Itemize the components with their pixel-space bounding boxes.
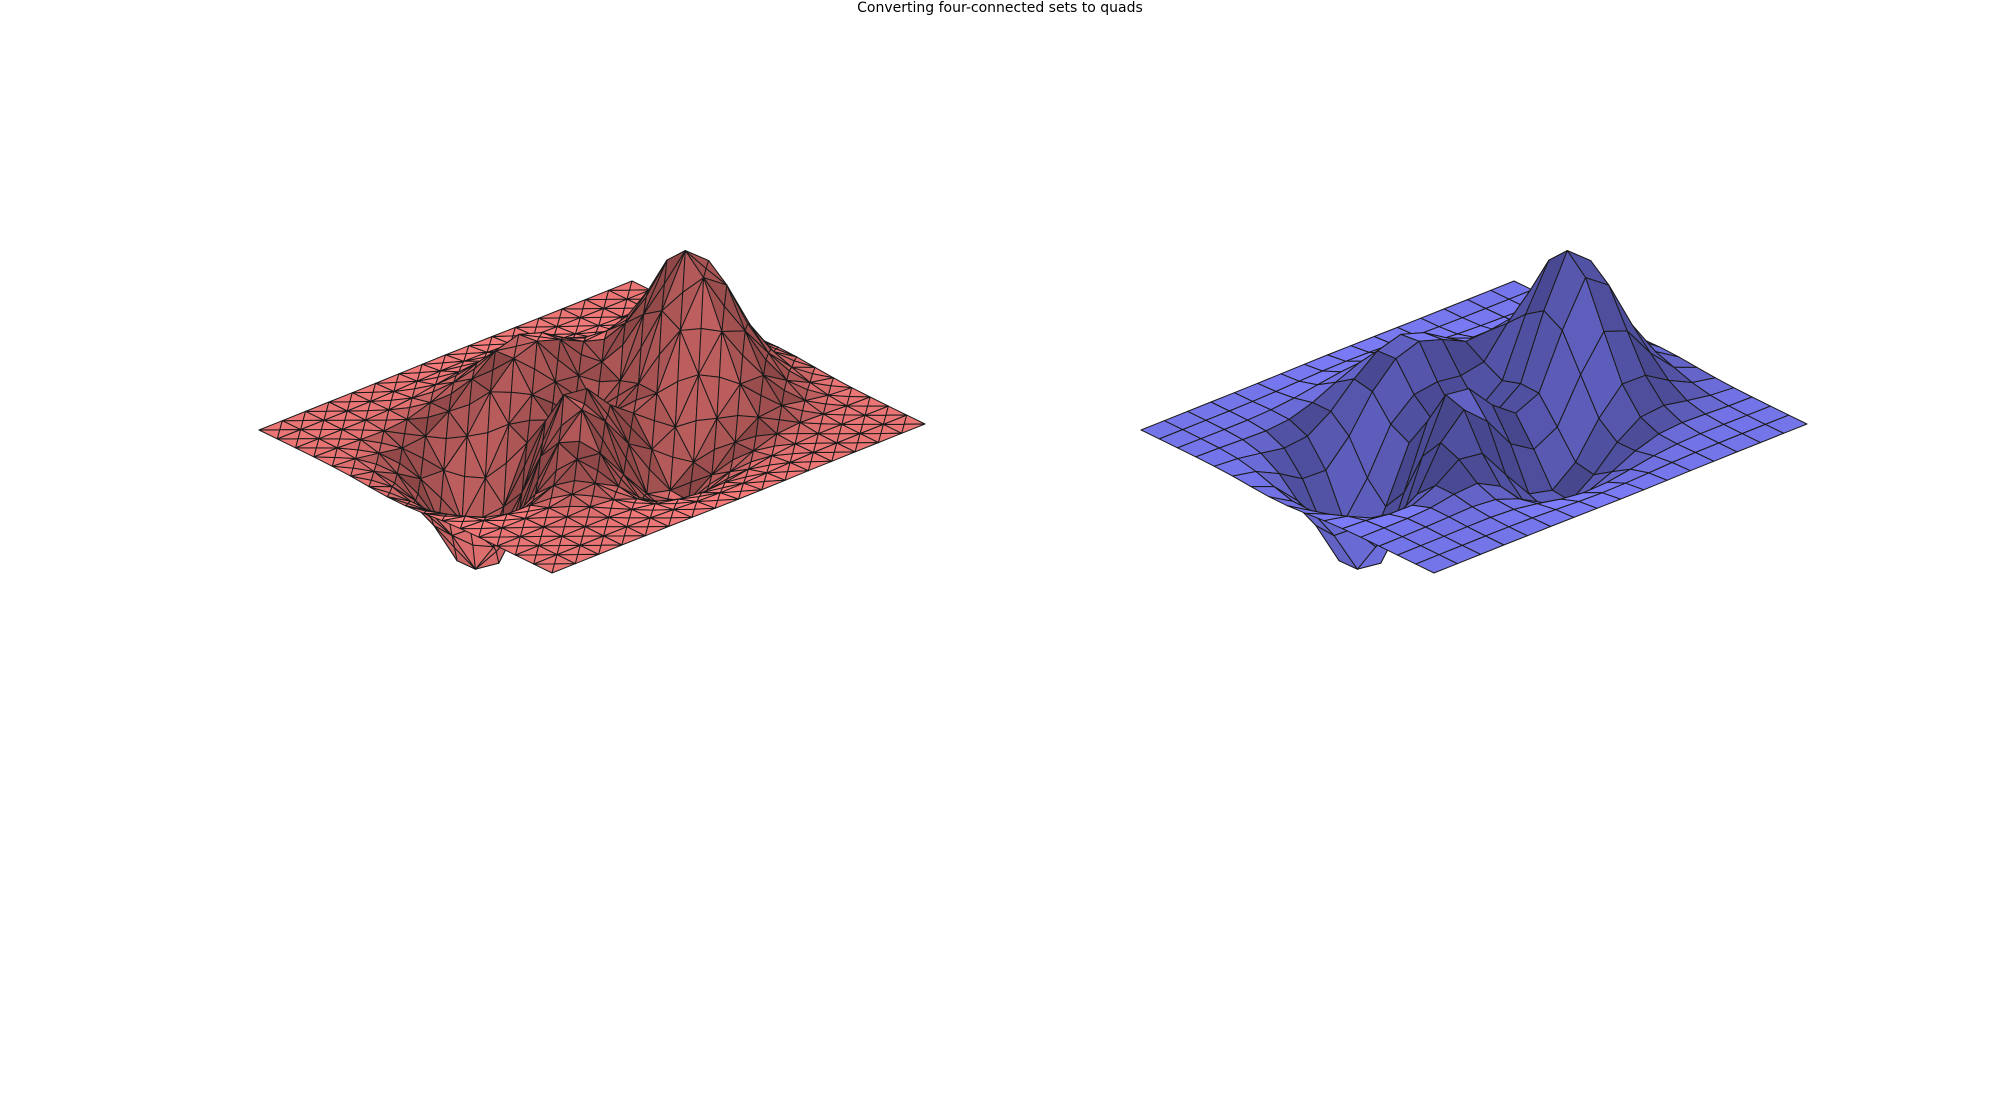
triangle-face [598,544,623,555]
triangle-face [574,553,600,565]
triangle-face [584,289,610,301]
triangle-face [831,451,856,462]
triangle-face [295,447,317,458]
triangle-face [538,308,563,319]
triangle-face [761,479,786,491]
triangle-face [305,401,330,412]
triangle-face [807,460,833,472]
triangle-face [668,516,693,527]
triangle-face [629,280,651,291]
triangle-face [885,405,908,416]
triangle-face [258,420,283,431]
triangle-face [351,382,377,394]
quad-mesh-plot [1140,250,1808,574]
quad-face [1415,554,1458,574]
triangle-face [903,414,926,425]
figure-title: Converting four-connected sets to quads [857,0,1143,16]
triangle-face [901,423,926,434]
triangle-face [313,456,336,467]
triangle-face [398,363,423,375]
triangle-face [691,507,716,518]
triangle-face [714,498,739,509]
triangle-face [877,432,903,444]
triangle-face [551,563,576,574]
triangle-face [608,280,633,291]
triangle-face [644,526,670,537]
triangle-face [468,336,493,347]
triangle-face [491,326,516,337]
triangle-face [328,392,353,403]
triangle-face [561,299,586,310]
triangle-face [276,438,299,449]
triangle-face [421,354,446,365]
triangle-face [258,429,281,440]
triangle-face [514,317,540,328]
triangle-face [854,442,879,453]
triangle-face [738,489,763,500]
triangle-face [514,554,537,565]
triangle-face [281,410,307,422]
triangle-face [867,396,889,407]
triangle-face [533,563,555,574]
triangle-face [445,345,470,356]
triangle-face [848,387,871,398]
triangle-face [784,470,809,481]
triangle-face [375,373,400,384]
triangle-face [621,535,646,546]
triangle-mesh-plot [258,250,926,574]
